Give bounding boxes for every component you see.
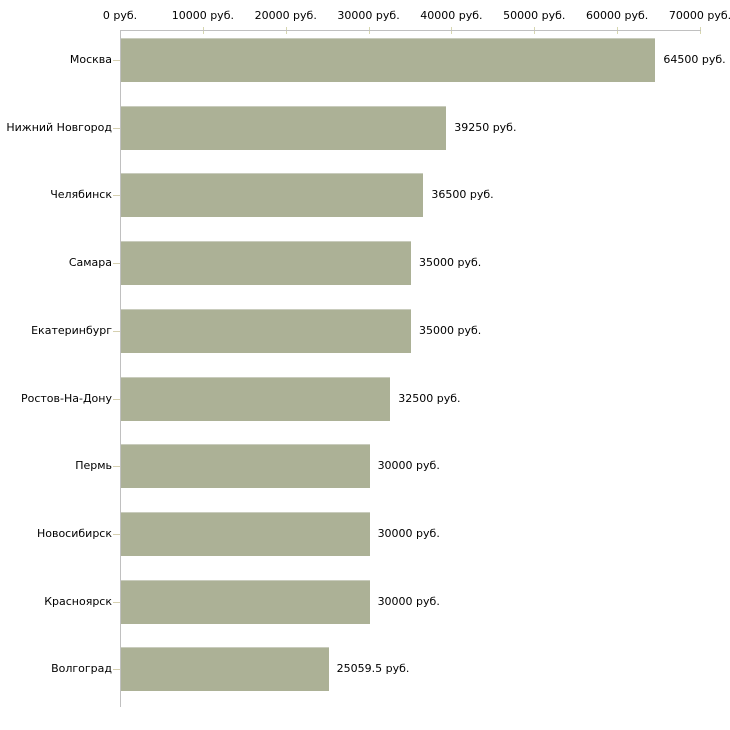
category-tick <box>113 602 120 603</box>
bar <box>121 444 370 489</box>
bar <box>121 308 411 353</box>
bar <box>121 173 424 218</box>
category-label: Новосибирск <box>36 526 112 540</box>
category-tick <box>113 263 120 264</box>
bar-value-label: 39250 руб. <box>454 120 517 134</box>
x-axis-tick-label: 60000 руб. <box>586 9 649 22</box>
category-tick <box>113 60 120 61</box>
x-axis-tick-label: 20000 руб. <box>254 9 317 22</box>
category-tick <box>113 534 120 535</box>
category-tick <box>113 399 120 400</box>
category-tick <box>113 466 120 467</box>
x-axis-line <box>120 30 701 31</box>
x-axis-tick-label: 10000 руб. <box>171 9 234 22</box>
bar <box>121 376 391 421</box>
category-label: Волгоград <box>51 662 112 676</box>
x-axis-tick-label: 70000 руб. <box>668 9 730 22</box>
x-axis-tick-label: 50000 руб. <box>503 9 566 22</box>
x-axis-tick-label: 40000 руб. <box>420 9 483 22</box>
bar <box>121 38 656 82</box>
bar <box>121 647 329 692</box>
bar <box>121 105 447 150</box>
category-tick <box>113 128 120 129</box>
bar <box>121 241 411 286</box>
bar-value-label: 30000 руб. <box>377 526 440 540</box>
bar-value-label: 36500 руб. <box>431 188 494 202</box>
category-label: Москва <box>69 53 112 66</box>
bar-value-label: 25059.5 руб. <box>336 662 410 676</box>
category-label: Екатеринбург <box>31 323 112 337</box>
bar-value-label: 35000 руб. <box>419 323 482 337</box>
category-tick <box>113 669 120 670</box>
x-axis-tick-label: 0 руб. <box>102 9 138 22</box>
bar <box>121 579 370 624</box>
category-tick <box>113 331 120 332</box>
x-axis-tick-label: 30000 руб. <box>337 9 400 22</box>
category-label: Пермь <box>75 459 112 473</box>
category-label: Ростов-На-Дону <box>20 391 112 405</box>
category-label: Самара <box>68 256 112 270</box>
category-tick <box>113 195 120 196</box>
y-axis-line <box>120 30 121 707</box>
category-label: Нижний Новгород <box>6 120 112 134</box>
category-label: Красноярск <box>44 594 112 608</box>
bar-value-label: 30000 руб. <box>377 594 440 608</box>
bar-value-label: 30000 руб. <box>377 459 440 473</box>
bar-value-label: 35000 руб. <box>419 256 482 270</box>
bar-value-label: 32500 руб. <box>398 391 461 405</box>
bar <box>121 511 370 556</box>
bar-value-label: 64500 руб. <box>663 53 726 66</box>
category-label: Челябинск <box>50 188 112 202</box>
